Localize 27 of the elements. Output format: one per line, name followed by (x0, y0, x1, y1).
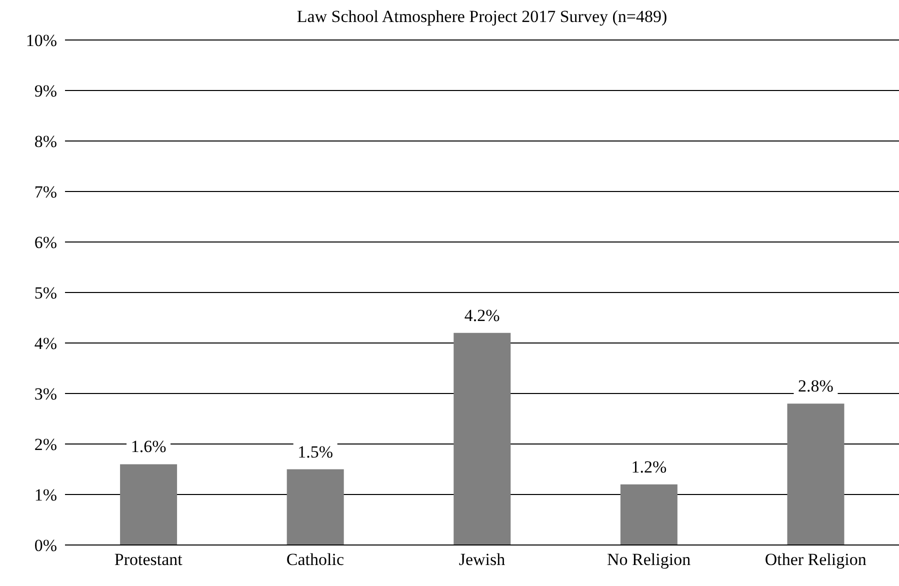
data-label: 1.2% (631, 457, 667, 476)
y-tick-label: 3% (34, 384, 57, 404)
data-label: 1.5% (298, 442, 334, 462)
data-label: 4.2% (464, 306, 500, 325)
y-tick-label: 7% (34, 182, 57, 202)
chart-title: Law School Atmosphere Project 2017 Survey (n=489) (296, 7, 668, 26)
bar (286, 469, 344, 545)
x-tick-label: Other Religion (764, 550, 867, 570)
y-tick-label: 4% (34, 334, 57, 354)
y-tick-label: 10% (26, 31, 57, 50)
x-tick-label: Catholic (286, 550, 344, 570)
y-tick-label: 2% (34, 435, 57, 454)
y-tick-label: 0% (34, 536, 57, 556)
y-tick-label: 9% (34, 82, 57, 101)
bar (454, 332, 511, 545)
bar (620, 484, 678, 545)
bar (120, 464, 178, 545)
y-tick-label: 5% (34, 284, 57, 303)
x-tick-label: No Religion (607, 550, 692, 570)
y-tick-label: 6% (34, 233, 57, 252)
y-tick-label: 8% (34, 132, 57, 152)
x-tick-label: Protestant (114, 550, 183, 570)
data-label: 2.8% (798, 376, 834, 396)
y-tick-label: 1% (34, 486, 57, 505)
data-label: 1.6% (130, 437, 166, 456)
x-tick-label: Jewish (458, 550, 506, 570)
bar (787, 404, 844, 545)
